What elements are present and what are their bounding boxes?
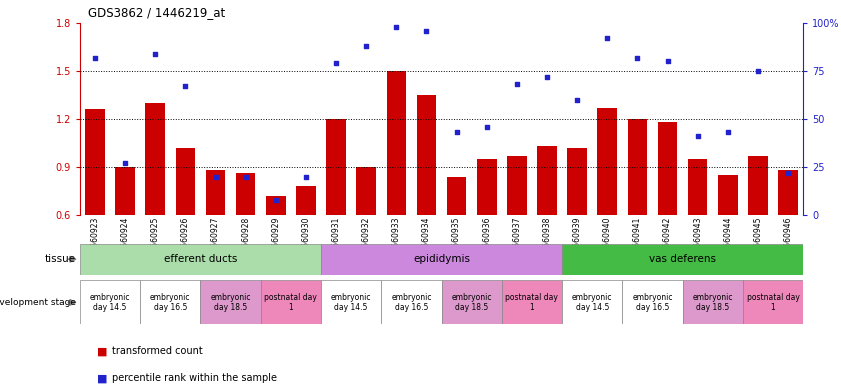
Bar (261, 280, 321, 324)
Bar (200, 280, 261, 324)
Text: epididymis: epididymis (413, 254, 470, 264)
Point (420, 28, 433, 34)
Text: transformed count: transformed count (112, 346, 203, 356)
Bar (321, 244, 562, 275)
Point (178, 83, 192, 89)
Bar (627, 119, 648, 215)
Bar (381, 280, 442, 324)
Text: embryonic
day 18.5: embryonic day 18.5 (692, 293, 733, 312)
Bar (748, 156, 768, 215)
Point (751, 68, 764, 74)
Point (691, 133, 705, 139)
Bar (688, 159, 707, 215)
Point (299, 174, 313, 180)
Text: embryonic
day 14.5: embryonic day 14.5 (90, 293, 130, 312)
Point (269, 197, 283, 203)
Text: tissue: tissue (45, 254, 76, 264)
Point (389, 24, 403, 30)
Point (631, 55, 644, 61)
Text: embryonic
day 14.5: embryonic day 14.5 (331, 293, 372, 312)
Point (480, 124, 494, 130)
Text: embryonic
day 16.5: embryonic day 16.5 (632, 293, 673, 312)
Bar (562, 244, 803, 275)
Bar (80, 280, 140, 324)
Bar (743, 280, 803, 324)
Text: vas deferens: vas deferens (649, 254, 717, 264)
Text: ■: ■ (97, 373, 107, 383)
Bar (80, 244, 321, 275)
Point (330, 60, 343, 66)
Bar (447, 177, 467, 215)
Bar (115, 167, 135, 215)
Text: postnatal day
1: postnatal day 1 (747, 293, 800, 312)
Bar (140, 280, 200, 324)
Bar (658, 122, 677, 215)
Text: embryonic
day 18.5: embryonic day 18.5 (452, 293, 492, 312)
Bar (235, 174, 256, 215)
Point (88, 55, 102, 61)
Point (239, 174, 252, 180)
Point (661, 58, 674, 65)
Bar (387, 71, 406, 215)
Bar (266, 196, 286, 215)
Bar (718, 175, 738, 215)
Bar (477, 159, 496, 215)
Bar (85, 109, 105, 215)
Text: ■: ■ (97, 346, 107, 356)
Text: GDS3862 / 1446219_at: GDS3862 / 1446219_at (88, 6, 225, 19)
Bar (326, 119, 346, 215)
Point (149, 51, 162, 57)
Bar (507, 156, 526, 215)
Bar (321, 280, 381, 324)
Point (600, 35, 614, 41)
Text: development stage: development stage (0, 298, 76, 307)
Text: embryonic
day 16.5: embryonic day 16.5 (391, 293, 431, 312)
Bar (296, 186, 315, 215)
Bar (416, 95, 436, 215)
Text: embryonic
day 14.5: embryonic day 14.5 (572, 293, 612, 312)
Bar (145, 103, 165, 215)
Text: efferent ducts: efferent ducts (164, 254, 237, 264)
Point (359, 43, 373, 49)
Point (570, 97, 584, 103)
Point (209, 174, 222, 180)
Point (510, 81, 524, 88)
Bar (442, 280, 502, 324)
Bar (537, 146, 557, 215)
Point (119, 160, 132, 166)
Point (781, 170, 795, 176)
Text: percentile rank within the sample: percentile rank within the sample (112, 373, 277, 383)
Bar (568, 148, 587, 215)
Text: postnatal day
1: postnatal day 1 (264, 293, 317, 312)
Point (721, 129, 734, 136)
Point (540, 74, 553, 80)
Bar (357, 167, 376, 215)
Bar (597, 108, 617, 215)
Bar (502, 280, 562, 324)
Bar (176, 148, 195, 215)
Text: embryonic
day 18.5: embryonic day 18.5 (210, 293, 251, 312)
Bar (683, 280, 743, 324)
Bar (206, 170, 225, 215)
Point (450, 129, 463, 136)
Text: postnatal day
1: postnatal day 1 (505, 293, 558, 312)
Bar (562, 280, 622, 324)
Text: embryonic
day 16.5: embryonic day 16.5 (150, 293, 191, 312)
Bar (622, 280, 683, 324)
Bar (778, 170, 798, 215)
